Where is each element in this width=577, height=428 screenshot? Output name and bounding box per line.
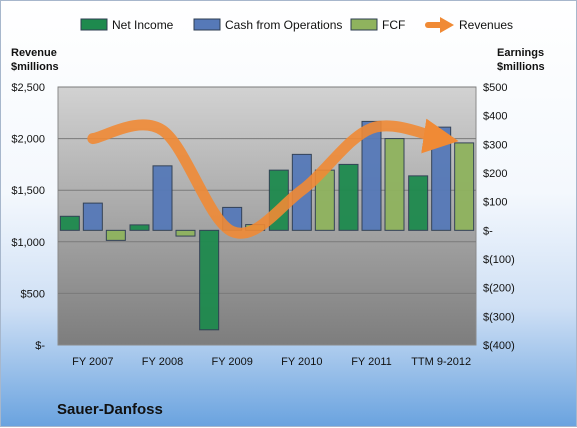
legend-swatch-fcf (350, 18, 378, 31)
right-axis-tick-label: $100 (483, 197, 507, 209)
category-label: FY 2011 (351, 356, 392, 368)
right-axis-tick-label: $(300) (483, 311, 515, 323)
axes-layer: $- $500 $1,000 $1,500 $2,000 $2,500 $500 $400 $3… (11, 82, 514, 368)
legend-label-net-income: Net Income (112, 18, 174, 32)
category-label: FY 2009 (211, 356, 252, 368)
bar-net-income (129, 224, 150, 231)
right-axis-tick-label: $(400) (483, 340, 515, 352)
revenue-line-layer (87, 118, 459, 239)
bar-cash-from-operations (152, 165, 173, 231)
left-axis-tick-label: $1,000 (11, 237, 45, 249)
legend-label-fcf: FCF (382, 18, 405, 32)
category-label: FY 2007 (72, 356, 113, 368)
bar-net-income (338, 163, 359, 231)
left-axis-tick-label: $1,500 (11, 185, 45, 197)
legend-label-cash-from-operations: Cash from Operations (225, 18, 342, 32)
bar-fcf (105, 229, 126, 241)
right-axis-title-line1: Earnings (497, 47, 544, 59)
right-axis-tick-label: $200 (483, 168, 507, 180)
right-axis-tick-label: $(200) (483, 283, 515, 295)
bar-net-income (59, 215, 80, 231)
category-label: FY 2010 (281, 356, 322, 368)
bar-cash-from-operations (82, 202, 103, 231)
right-axis-title-line2: $millions (497, 61, 545, 73)
right-axis-tick-label: $(100) (483, 254, 515, 266)
category-label: TTM 9-2012 (411, 356, 471, 368)
left-axis-title-line1: Revenue (11, 47, 57, 59)
bar-net-income (199, 229, 220, 331)
company-name: Sauer-Danfoss (57, 401, 163, 418)
bars-layer (59, 120, 475, 331)
right-axis-tick-label: $500 (483, 82, 507, 94)
bar-fcf (384, 138, 405, 231)
bar-fcf (175, 229, 196, 237)
bar-net-income (408, 175, 429, 231)
category-label: FY 2008 (142, 356, 183, 368)
legend-arrow-icon (440, 17, 454, 33)
legend-swatch-net-income (80, 18, 108, 31)
right-axis-tick-label: $400 (483, 111, 507, 123)
left-axis-tick-label: $2,000 (11, 134, 45, 146)
legend: Net Income Cash from Operations FCF Revenue… (80, 17, 513, 33)
gridlines (58, 86, 476, 294)
right-axis-tick-label: $- (483, 225, 493, 237)
right-axis-tick-label: $300 (483, 139, 507, 151)
bar-cash-from-operations (361, 120, 382, 231)
left-axis-tick-label: $- (35, 340, 45, 352)
left-axis-tick-label: $2,500 (11, 82, 45, 94)
legend-label-revenues: Revenues (459, 18, 513, 32)
line-revenues (87, 118, 459, 239)
left-axis-tick-label: $500 (21, 288, 45, 300)
legend-swatch-cash-from-operations (193, 18, 221, 31)
left-axis-title-line2: $millions (11, 61, 59, 73)
bar-fcf (454, 142, 475, 231)
